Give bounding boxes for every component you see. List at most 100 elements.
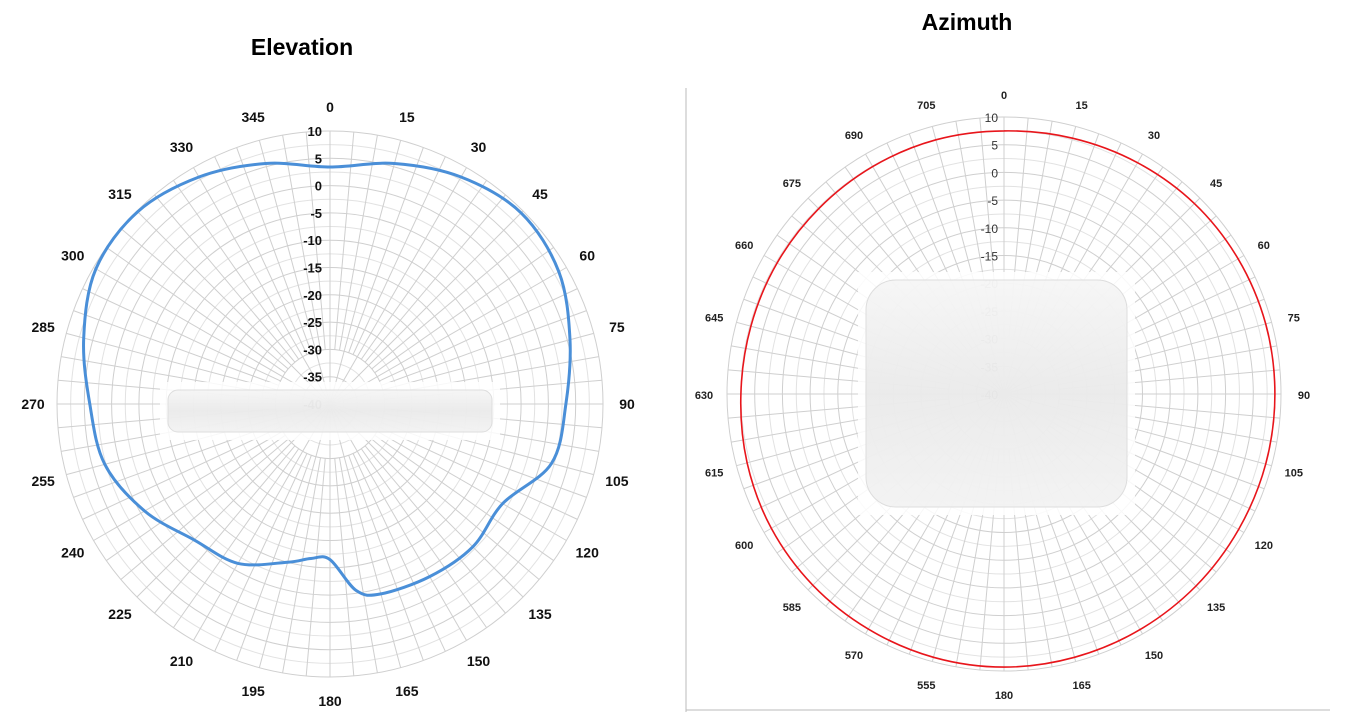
angle-tick-label: 630: [695, 390, 713, 402]
angle-tick-label: 165: [1072, 680, 1090, 692]
radial-tick-label: -10: [981, 222, 999, 236]
angle-tick-label: 165: [395, 683, 419, 699]
angle-tick-label: 90: [619, 396, 635, 412]
angle-tick-label: 0: [1001, 90, 1007, 102]
angle-tick-label: 690: [845, 130, 863, 142]
angle-tick-label: 15: [399, 109, 415, 125]
grid-spoke: [93, 267, 331, 405]
azimuth-chart: Azimuth 1050-5-10-15-20-25-30-35-4001530…: [685, 9, 1330, 712]
grid-spoke: [371, 228, 540, 370]
grid-spoke: [214, 453, 308, 652]
angle-tick-label: 150: [467, 653, 491, 669]
angle-tick-label: 255: [31, 473, 55, 489]
angle-tick-label: 105: [1285, 468, 1303, 480]
angle-tick-label: 240: [61, 545, 85, 561]
angle-tick-label: 45: [532, 186, 548, 202]
elevation-chart: Elevation 1050-5-10-15-20-25-30-35-40015…: [21, 34, 635, 709]
grid-spoke: [329, 403, 467, 641]
azimuth-title: Azimuth: [922, 9, 1013, 35]
radial-tick-label: -30: [303, 342, 322, 357]
grid-spoke: [364, 445, 506, 614]
angle-tick-label: 315: [108, 186, 132, 202]
grid-spoke: [282, 457, 322, 673]
angle-tick-label: 615: [705, 468, 723, 480]
grid-spoke: [236, 455, 312, 661]
angle-tick-label: 180: [995, 690, 1013, 702]
grid-spoke: [374, 247, 554, 374]
radial-tick-label: 10: [308, 124, 322, 139]
grid-spoke: [329, 403, 402, 668]
grid-spoke: [154, 445, 296, 614]
elevation-series-line: [82, 161, 572, 597]
radial-tick-label: -5: [310, 206, 322, 221]
grid-spoke: [381, 310, 587, 386]
grid-spoke: [120, 228, 289, 370]
angle-tick-label: 15: [1076, 100, 1088, 112]
grid-spoke: [379, 426, 578, 520]
angle-tick-label: 270: [21, 396, 45, 412]
grid-spoke: [106, 434, 286, 561]
grid-spoke: [82, 426, 281, 520]
radial-tick-label: -10: [303, 233, 322, 248]
grid-spoke: [236, 147, 312, 353]
grid-spoke: [120, 438, 289, 580]
radial-tick-label: -5: [987, 194, 998, 208]
radial-tick-label: -20: [303, 288, 322, 303]
grid-spoke: [338, 457, 378, 673]
angle-tick-label: 120: [576, 545, 600, 561]
angle-tick-label: 555: [917, 680, 935, 692]
grid-spoke: [193, 167, 331, 405]
angle-tick-label: 75: [1288, 312, 1300, 324]
grid-spoke: [348, 147, 424, 353]
grid-spoke: [329, 267, 567, 405]
angle-tick-label: 60: [1258, 240, 1270, 252]
grid-spoke: [379, 288, 578, 382]
angle-tick-label: 300: [61, 248, 85, 264]
radial-tick-label: -25: [303, 315, 322, 330]
angle-tick-label: 75: [609, 319, 625, 335]
grid-spoke: [258, 403, 331, 668]
radial-tick-label: 10: [985, 111, 999, 125]
radial-tick-label: 0: [991, 166, 998, 180]
radial-tick-label: -15: [981, 250, 999, 264]
angle-tick-label: 705: [917, 100, 935, 112]
grid-spoke: [338, 135, 378, 351]
grid-spoke: [173, 448, 300, 628]
angle-tick-label: 675: [783, 178, 801, 190]
radial-tick-label: 5: [991, 139, 998, 153]
angle-tick-label: 330: [170, 139, 194, 155]
angle-tick-label: 585: [783, 602, 801, 614]
angle-tick-label: 225: [108, 606, 132, 622]
grid-spoke: [305, 131, 326, 350]
angle-tick-label: 30: [1148, 130, 1160, 142]
angle-tick-label: 600: [735, 540, 753, 552]
grid-spoke: [258, 140, 331, 405]
grid-spoke: [106, 247, 286, 374]
angle-tick-label: 150: [1145, 650, 1163, 662]
angle-tick-label: 285: [31, 319, 55, 335]
grid-spoke: [329, 140, 402, 405]
grid-spoke: [334, 458, 355, 677]
angle-tick-label: 180: [318, 693, 342, 709]
grid-spoke: [360, 448, 487, 628]
angle-tick-label: 210: [170, 653, 194, 669]
elevation-device-shape: [167, 389, 493, 433]
grid-spoke: [348, 455, 424, 661]
angle-tick-label: 60: [579, 248, 595, 264]
angle-tick-label: 90: [1298, 390, 1310, 402]
angle-tick-label: 345: [241, 109, 265, 125]
grid-spoke: [329, 210, 524, 405]
grid-spoke: [371, 438, 540, 580]
grid-spoke: [214, 156, 308, 355]
azimuth-device-shape: [865, 279, 1128, 508]
angle-tick-label: 30: [471, 139, 487, 155]
angle-tick-label: 105: [605, 473, 629, 489]
angle-tick-label: 570: [845, 650, 863, 662]
grid-spoke: [73, 310, 279, 386]
grid-spoke: [364, 194, 506, 363]
grid-spoke: [374, 434, 554, 561]
angle-tick-label: 45: [1210, 178, 1222, 190]
radial-tick-label: -15: [303, 261, 322, 276]
grid-spoke: [82, 288, 281, 382]
